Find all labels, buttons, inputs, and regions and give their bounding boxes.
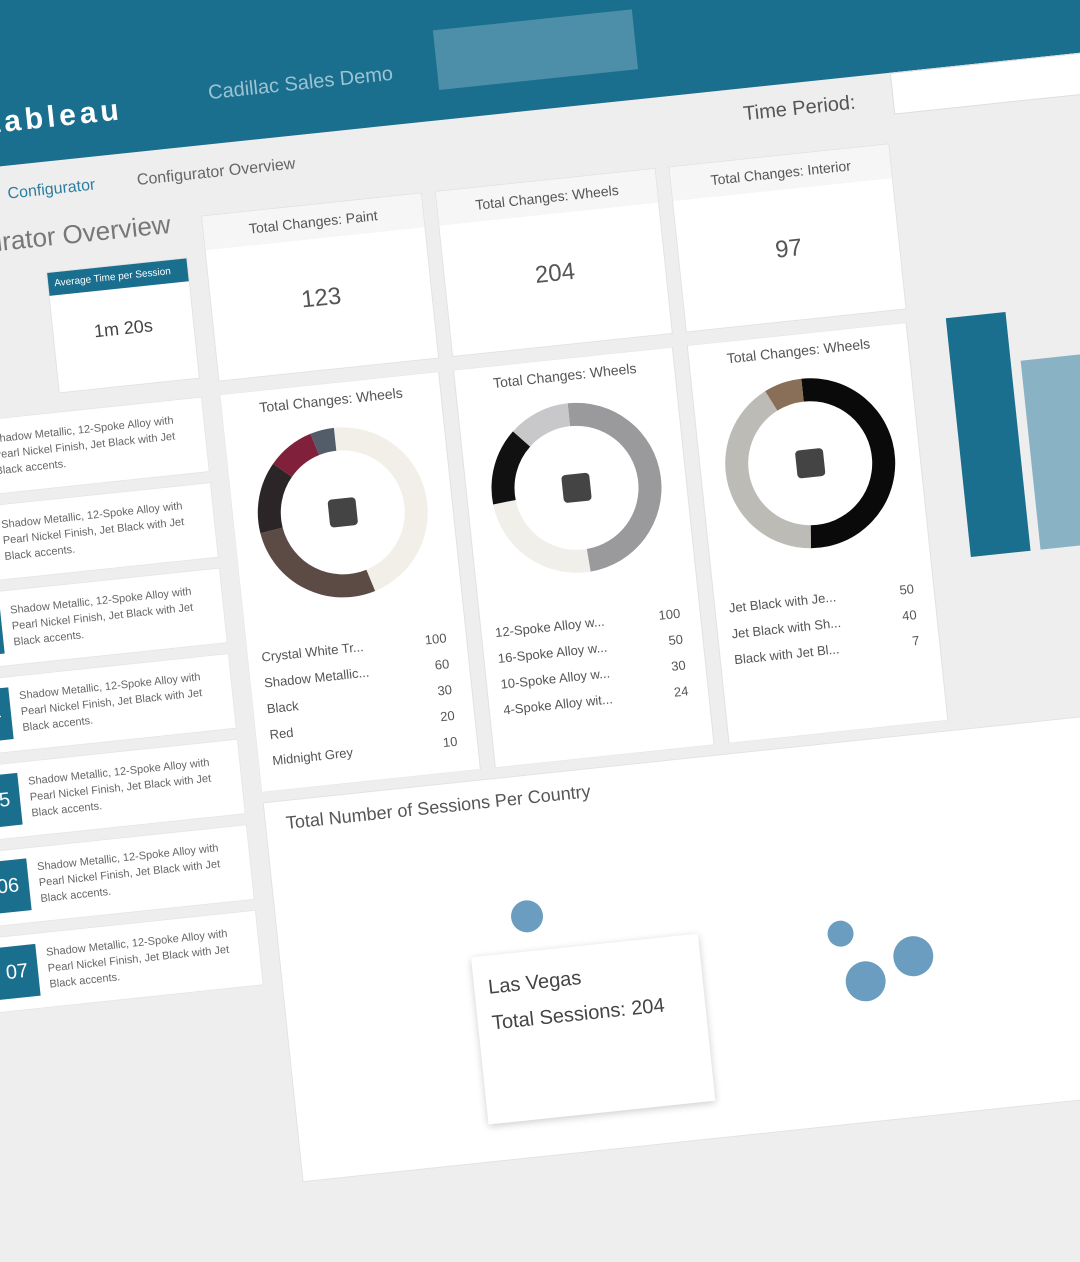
kpi-title: Total Changes: Wheels <box>435 168 659 226</box>
kpi-title: Total Changes: Interior <box>669 144 892 202</box>
donut-slice[interactable] <box>764 378 804 412</box>
item-text: Shadow Metallic, 12-Spoke Alloy with Pea… <box>18 671 203 735</box>
legend-value: 40 <box>901 607 917 623</box>
donut-slice[interactable] <box>310 427 337 456</box>
center-icon <box>561 472 592 503</box>
legend-value: 24 <box>673 683 689 699</box>
page: tableau Cadillac Sales Demo Configurator… <box>0 0 1080 1183</box>
donut-slice[interactable] <box>260 519 376 606</box>
page-title: Configurator Overview <box>0 208 172 266</box>
legend-value: 7 <box>911 633 920 649</box>
rank: 04 <box>0 687 14 744</box>
tile-label: Average Time per Session <box>47 258 189 296</box>
item-text: Shadow Metallic, 12-Spoke Alloy with Pea… <box>0 500 185 563</box>
item-text: Shadow Metallic, 12-Spoke Alloy with Pea… <box>0 414 176 478</box>
donut-slice[interactable] <box>493 493 591 581</box>
center-icon <box>327 497 358 528</box>
workbook-name: Cadillac Sales Demo <box>207 62 395 105</box>
kpi-title: Total Changes: Paint <box>202 193 425 251</box>
tooltip: Las Vegas Total Sessions: 204 <box>471 933 716 1125</box>
map <box>509 899 935 1003</box>
donut-slice[interactable] <box>718 388 813 556</box>
donut-slice[interactable] <box>511 403 572 448</box>
kpi-value: 123 <box>299 282 343 314</box>
logo[interactable]: tableau <box>0 93 125 141</box>
leaderboard-item[interactable]: 05 Shadow Metallic, 12-Spoke Alloy with P… <box>0 738 246 843</box>
search[interactable] <box>432 9 639 91</box>
legend-label: Black <box>266 698 300 716</box>
donut-slice[interactable] <box>270 433 321 479</box>
legend-label: Red <box>269 725 294 742</box>
item-text: Shadow Metallic, 12-Spoke Alloy with Pea… <box>27 756 212 820</box>
session-tile: Average Time per Session 1m 20s <box>46 257 201 394</box>
donut-slice[interactable] <box>333 419 436 594</box>
legend-value: 30 <box>437 682 453 698</box>
legend-value: 20 <box>439 708 455 724</box>
map-bubble[interactable] <box>509 899 544 934</box>
breadcrumb-link[interactable]: Configurator <box>6 176 97 203</box>
donut-slice[interactable] <box>252 462 297 534</box>
tile-value: 1m 20s <box>92 315 154 342</box>
kpi-card: Total Changes: Wheels 204 <box>434 167 673 358</box>
item-text: Shadow Metallic, 12-Spoke Alloy with Pea… <box>36 842 221 906</box>
kpi-value: 204 <box>533 257 577 289</box>
donut-slice[interactable] <box>793 370 904 549</box>
legend-value: 100 <box>424 630 447 647</box>
map-bubble[interactable] <box>826 919 855 948</box>
legend-value: 50 <box>899 581 915 597</box>
rank: 03 <box>0 601 5 658</box>
bar-decor <box>1020 354 1080 550</box>
map-bubble[interactable] <box>891 934 935 978</box>
filter-label: Time Period: <box>742 91 857 126</box>
legend-value: 60 <box>434 656 450 672</box>
bar-decor <box>945 312 1031 557</box>
donut-slice[interactable] <box>567 394 670 572</box>
map-bubble[interactable] <box>844 959 888 1003</box>
legend-value: 10 <box>442 734 458 750</box>
legend-value: 30 <box>670 657 686 673</box>
leaderboard-item[interactable]: 07 Shadow Metallic, 12-Spoke Alloy with P… <box>0 909 264 1014</box>
center-icon <box>795 448 826 479</box>
donut-slice[interactable] <box>485 430 535 505</box>
item-text: Shadow Metallic, 12-Spoke Alloy with Pea… <box>45 927 230 991</box>
kpi-card: Total Changes: Interior 97 <box>668 143 907 333</box>
legend-value: 50 <box>668 632 684 648</box>
rank: 07 <box>0 943 41 1001</box>
rank: 05 <box>0 772 23 829</box>
item-text: Shadow Metallic, 12-Spoke Alloy with Pea… <box>9 585 194 649</box>
rank: 06 <box>0 858 32 915</box>
breadcrumb-current: Configurator Overview <box>136 155 297 190</box>
leaderboard-item[interactable]: 06 Shadow Metallic, 12-Spoke Alloy with P… <box>0 824 255 929</box>
kpi-card: Total Changes: Paint 123 <box>200 192 440 382</box>
map-card: Total Number of Sessions Per Country Las… <box>262 708 1080 1183</box>
kpi-value: 97 <box>773 234 804 264</box>
legend-value: 100 <box>658 606 681 623</box>
